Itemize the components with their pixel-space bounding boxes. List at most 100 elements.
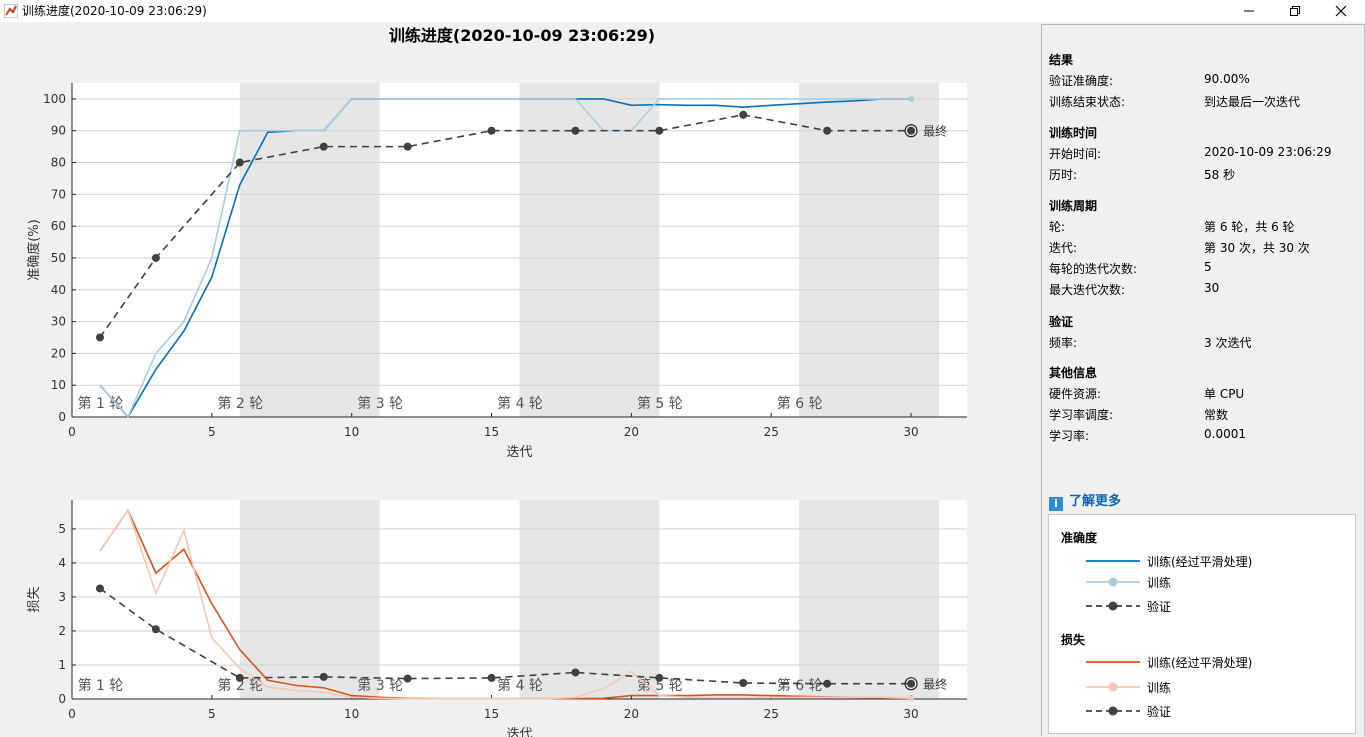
epoch-band bbox=[239, 500, 380, 699]
data-point bbox=[739, 679, 748, 688]
final-label: 最终 bbox=[923, 124, 947, 139]
legend-group-title: 损失 bbox=[1061, 633, 1086, 647]
data-point bbox=[655, 673, 664, 682]
x-tick-label: 30 bbox=[903, 707, 918, 721]
data-point bbox=[655, 126, 664, 135]
plot-title: 训练进度(2020-10-09 23:06:29) bbox=[389, 26, 655, 45]
epoch-label: 第 3 轮 bbox=[357, 677, 403, 694]
info-key: 训练结束状态: bbox=[1049, 95, 1126, 109]
data-point bbox=[571, 668, 580, 677]
legend-label: 训练 bbox=[1147, 576, 1172, 590]
y-axis-label: 损失 bbox=[27, 586, 42, 612]
data-point bbox=[571, 126, 580, 135]
epoch-label: 第 2 轮 bbox=[217, 395, 263, 412]
epoch-label: 第 5 轮 bbox=[637, 395, 683, 412]
minimize-button[interactable] bbox=[1226, 0, 1272, 22]
epoch-label: 第 4 轮 bbox=[497, 677, 543, 694]
legend-label: 验证 bbox=[1147, 600, 1172, 614]
y-tick-label: 3 bbox=[58, 590, 66, 604]
legend-label: 训练(经过平滑处理) bbox=[1147, 656, 1253, 670]
info-key: 学习率调度: bbox=[1049, 408, 1114, 422]
info-value: 3 次迭代 bbox=[1204, 336, 1252, 350]
x-tick-label: 0 bbox=[68, 425, 76, 439]
final-marker bbox=[904, 124, 918, 138]
legend-box: 准确度 训练(经过平滑处理) 训练 验证 损失 训练(经过平滑处理) 训练 验证 bbox=[1048, 514, 1356, 734]
legend-group-title: 准确度 bbox=[1061, 531, 1098, 545]
window-title: 训练进度(2020-10-09 23:06:29) bbox=[22, 4, 207, 18]
y-tick-label: 2 bbox=[58, 624, 66, 638]
x-tick-label: 20 bbox=[624, 425, 639, 439]
y-tick-label: 1 bbox=[58, 658, 66, 672]
y-tick-label: 5 bbox=[58, 522, 66, 536]
restore-button[interactable] bbox=[1272, 0, 1318, 22]
y-tick-label: 4 bbox=[58, 556, 66, 570]
info-value: 0.0001 bbox=[1204, 427, 1246, 441]
data-point bbox=[319, 142, 328, 151]
section-title: 验证 bbox=[1049, 315, 1074, 329]
y-tick-label: 70 bbox=[51, 187, 66, 201]
minimize-icon bbox=[1244, 10, 1254, 12]
series-line bbox=[99, 98, 912, 419]
info-value: 30 bbox=[1204, 281, 1220, 295]
info-value: 第 6 轮，共 6 轮 bbox=[1204, 220, 1295, 234]
learn-more-label: 了解更多 bbox=[1069, 494, 1122, 509]
data-point bbox=[908, 695, 915, 702]
legend-label: 训练(经过平滑处理) bbox=[1147, 555, 1253, 569]
window-titlebar: 训练进度(2020-10-09 23:06:29) bbox=[0, 0, 1365, 22]
info-key: 学习率: bbox=[1049, 429, 1090, 443]
info-value: 常数 bbox=[1204, 408, 1229, 422]
legend-swatch bbox=[1086, 577, 1140, 587]
legend-swatch bbox=[1086, 682, 1140, 692]
info-key: 历时: bbox=[1049, 168, 1078, 182]
section-title: 训练周期 bbox=[1049, 199, 1098, 213]
info-value: 2020-10-09 23:06:29 bbox=[1204, 145, 1332, 159]
info-key: 开始时间: bbox=[1049, 147, 1102, 161]
epoch-label: 第 3 轮 bbox=[357, 395, 403, 412]
epoch-label: 第 5 轮 bbox=[637, 677, 683, 694]
y-tick-label: 60 bbox=[51, 219, 66, 233]
y-tick-label: 40 bbox=[51, 283, 66, 297]
info-key: 轮: bbox=[1049, 220, 1066, 234]
data-point bbox=[823, 126, 832, 135]
info-value: 到达最后一次迭代 bbox=[1204, 95, 1301, 109]
info-key: 最大迭代次数: bbox=[1049, 283, 1126, 297]
epoch-band bbox=[799, 83, 940, 417]
epoch-band bbox=[239, 83, 380, 417]
info-value: 90.00% bbox=[1204, 72, 1250, 86]
epoch-label: 第 2 轮 bbox=[217, 677, 263, 694]
epoch-band bbox=[799, 500, 940, 699]
data-point bbox=[739, 110, 748, 119]
epoch-label: 第 1 轮 bbox=[78, 677, 124, 694]
epoch-label: 第 6 轮 bbox=[777, 677, 823, 694]
close-button[interactable] bbox=[1318, 0, 1364, 22]
y-tick-label: 100 bbox=[43, 92, 66, 106]
legend-swatch bbox=[1086, 706, 1140, 716]
x-tick-label: 5 bbox=[208, 707, 216, 721]
x-tick-label: 20 bbox=[624, 707, 639, 721]
x-tick-label: 25 bbox=[764, 707, 779, 721]
data-point bbox=[95, 333, 104, 342]
x-axis-label: 迭代 bbox=[506, 727, 532, 737]
info-value: 第 30 次，共 30 次 bbox=[1204, 241, 1310, 255]
learn-more-link[interactable]: i 了解更多 bbox=[1049, 490, 1121, 511]
y-tick-label: 10 bbox=[51, 378, 66, 392]
info-value: 58 秒 bbox=[1204, 168, 1236, 182]
x-tick-label: 25 bbox=[764, 425, 779, 439]
info-key: 每轮的迭代次数: bbox=[1049, 262, 1138, 276]
training-progress-charts: 0 5 10 15 20 25 300102030405060708090100第 1 轮第… bbox=[26, 26, 967, 737]
data-point bbox=[403, 674, 412, 683]
data-point bbox=[907, 126, 916, 135]
legend-swatch bbox=[1086, 661, 1140, 663]
epoch-band bbox=[519, 500, 660, 699]
close-icon bbox=[1335, 5, 1347, 17]
data-point bbox=[823, 679, 832, 688]
legend-swatch bbox=[1086, 601, 1140, 611]
final-label: 最终 bbox=[923, 677, 947, 692]
info-icon: i bbox=[1049, 497, 1063, 511]
data-point bbox=[151, 253, 160, 262]
legend-swatch bbox=[1086, 560, 1140, 562]
data-point bbox=[235, 158, 244, 167]
info-key: 硬件资源: bbox=[1049, 387, 1102, 401]
epoch-band bbox=[519, 83, 660, 417]
data-point bbox=[487, 673, 496, 682]
